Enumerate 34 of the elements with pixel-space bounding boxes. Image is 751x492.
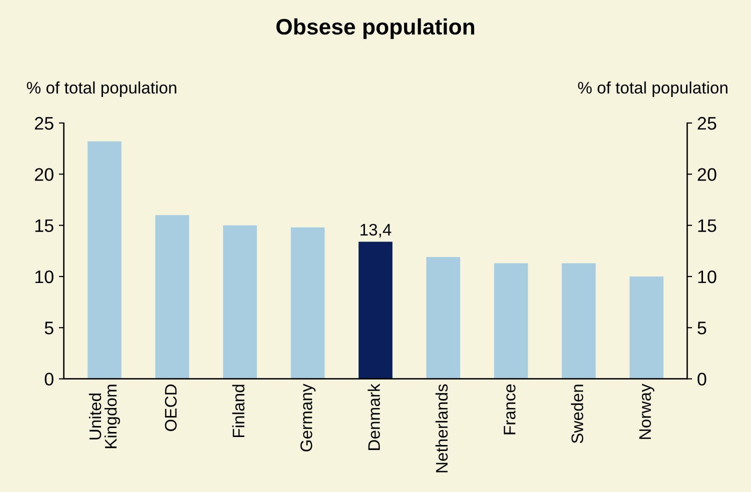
- chart-title: Obsese population: [276, 18, 474, 40]
- x-tick-label: Finland: [232, 384, 244, 437]
- x-tick-label: Norway: [639, 384, 654, 439]
- x-tick-label: France: [504, 384, 516, 434]
- y-tick-label: 20: [34, 168, 54, 181]
- y-tick-label: 25: [34, 116, 54, 130]
- y-tick-label: 0: [44, 372, 54, 386]
- bar: [358, 242, 392, 379]
- bar: [630, 276, 664, 379]
- data-label: 13,4: [360, 224, 392, 238]
- x-tick-label: United Kingdom: [88, 384, 120, 448]
- bar: [562, 263, 596, 379]
- bar: [223, 225, 257, 379]
- bar: [426, 257, 460, 379]
- bar: [290, 227, 325, 379]
- y2-tick-label: 25: [698, 116, 716, 130]
- y-tick-label: 10: [35, 270, 54, 284]
- y2-tick-label: 20: [698, 168, 716, 181]
- x-tick-label: Germany: [300, 384, 316, 452]
- y-axis-title: % of total population: [26, 81, 176, 97]
- y-tick-label: 5: [44, 322, 54, 334]
- y2-tick-label: 5: [698, 322, 706, 334]
- y2-tick-label: 0: [698, 372, 706, 386]
- bar: [155, 215, 190, 379]
- x-tick-label: OECD: [164, 384, 177, 432]
- y2-tick-label: 10: [698, 270, 716, 284]
- y-tick-label: 15: [35, 219, 54, 232]
- y2-tick-label: 15: [698, 219, 716, 232]
- x-tick-label: Netherlands: [435, 384, 448, 472]
- bar: [88, 141, 122, 379]
- bar: [494, 263, 528, 379]
- y2-axis-title: % of total population: [578, 81, 728, 97]
- x-tick-label: Denmark: [368, 384, 380, 450]
- x-tick-label: Sweden: [570, 384, 584, 444]
